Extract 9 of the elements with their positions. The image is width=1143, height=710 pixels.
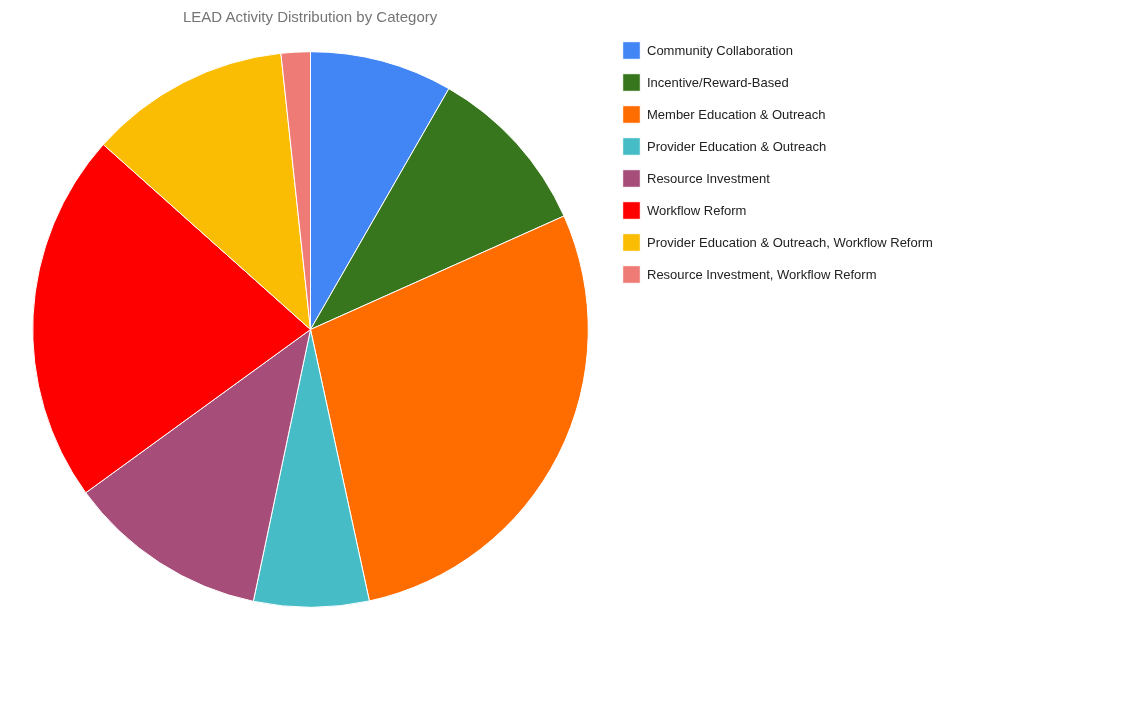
legend-label: Provider Education & Outreach	[647, 138, 828, 154]
legend-label: Resource Investment	[647, 170, 771, 186]
legend-label: Resource Investment, Workflow Reform	[647, 266, 878, 282]
legend-label: Workflow Reform	[647, 202, 748, 218]
legend-label: Community Collaboration	[647, 42, 794, 58]
legend-label: Provider Education & Outreach, Workflow Reform	[647, 234, 934, 250]
legend-label: Incentive/Reward-Based	[647, 74, 790, 90]
chart-title: LEAD Activity Distribution by Category	[182, 7, 438, 25]
legend-label: Member Education & Outreach	[647, 106, 827, 122]
